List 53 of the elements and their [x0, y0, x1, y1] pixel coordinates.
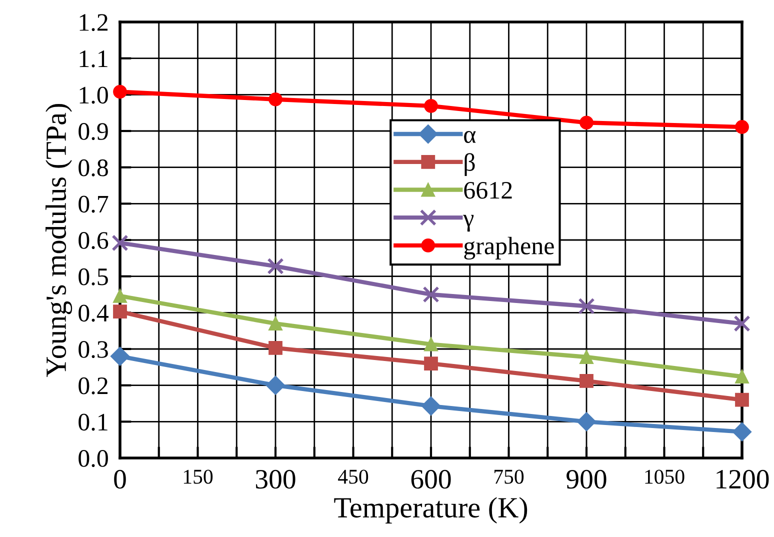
point — [266, 376, 286, 395]
legend-label: β — [464, 153, 475, 176]
point — [113, 289, 127, 303]
y-tick-label: 0.0 — [78, 450, 108, 468]
y-tick-label: 0.7 — [78, 196, 108, 213]
legend-label: 6612 — [464, 182, 512, 199]
y-tick-label: 1.2 — [80, 14, 108, 32]
y-tick-label: 0.8 — [78, 159, 108, 176]
point — [735, 120, 749, 134]
point — [113, 304, 127, 319]
y-tick-label: 0.2 — [78, 377, 108, 394]
y-tick-label: 0.4 — [78, 304, 108, 322]
point — [424, 98, 438, 113]
point — [112, 234, 128, 252]
point — [732, 422, 752, 442]
legend-label: graphene — [464, 236, 554, 260]
x-tick-label: 1200 — [716, 470, 769, 489]
point — [268, 340, 282, 355]
y-tick-label: 0.3 — [78, 341, 108, 358]
legend-label: γ — [463, 214, 474, 232]
point — [424, 337, 438, 352]
point — [580, 350, 594, 364]
legend-label: α — [464, 130, 476, 144]
x-tick-label: 750 — [494, 470, 524, 484]
y-tick-label: 0.5 — [78, 268, 108, 286]
point — [267, 258, 284, 274]
point — [578, 298, 595, 314]
point — [424, 356, 438, 370]
point — [421, 396, 441, 416]
y-tick-label: 1.1 — [80, 50, 108, 68]
x-tick-label: 0 — [114, 470, 126, 489]
point — [576, 412, 596, 432]
point — [580, 116, 594, 130]
x-tick-label: 150 — [184, 470, 213, 484]
y-tick-label: 0.6 — [78, 232, 108, 250]
y-tick-label: 0.9 — [78, 123, 108, 140]
point — [422, 286, 440, 303]
point — [268, 92, 282, 106]
x-tick-label: 600 — [411, 470, 451, 489]
x-tick-label: 1050 — [645, 470, 684, 484]
point — [735, 392, 749, 407]
x-tick-label: 450 — [338, 470, 368, 484]
y-tick-label: 0.1 — [78, 414, 108, 431]
y-axis-title: Young's modulus (TPa) — [46, 104, 72, 377]
y-tick-label: 1.0 — [80, 86, 108, 104]
point — [735, 370, 749, 384]
point — [268, 316, 282, 331]
point — [580, 374, 594, 388]
x-axis-title: Temperature (K) — [334, 497, 528, 524]
point — [734, 315, 750, 332]
x-tick-label: 900 — [566, 470, 606, 489]
x-tick-label: 300 — [256, 470, 296, 489]
point — [113, 84, 127, 99]
